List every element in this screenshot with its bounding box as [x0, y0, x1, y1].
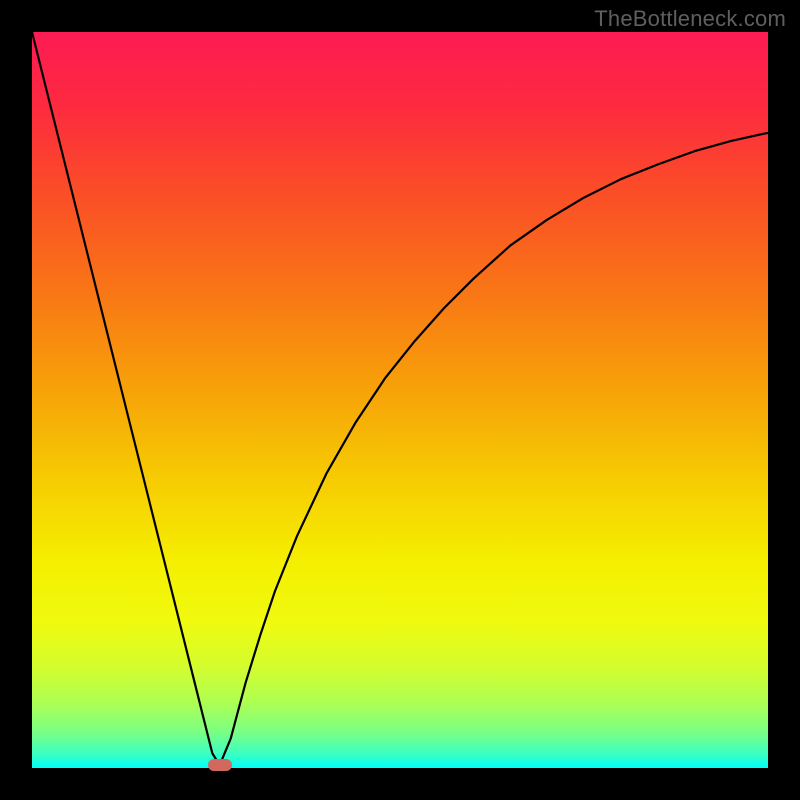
- chart-container: TheBottleneck.com: [0, 0, 800, 800]
- attribution-text: TheBottleneck.com: [594, 6, 786, 32]
- minimum-marker: [208, 759, 232, 771]
- plot-area: [32, 32, 768, 768]
- gradient-background: [32, 32, 768, 768]
